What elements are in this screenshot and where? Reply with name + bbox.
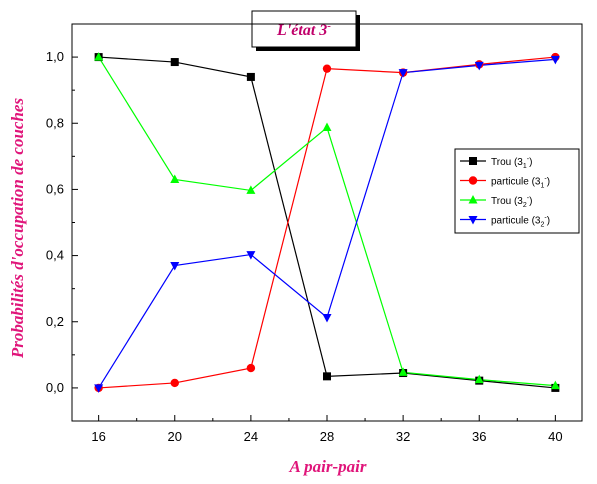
y-tick-label: 0,4 [46, 248, 64, 263]
chart-title-superscript: - [327, 20, 331, 32]
y-tick-label: 1,0 [46, 49, 64, 64]
data-point-series-4 [550, 55, 560, 65]
legend-label: Trou (31-) [491, 156, 532, 170]
chart-title-main: L'état 3 [276, 22, 327, 39]
data-point-series-3 [246, 185, 256, 194]
data-point-series-3 [170, 174, 180, 183]
y-axis-ticks: 0,0 0,2 0,4 0,6 0,8 1,0 [46, 23, 78, 422]
legend: Trou (31-) particule (31-) Trou (32-) parti… [454, 148, 580, 234]
legend-marker [468, 195, 478, 204]
data-point-series-1 [246, 72, 255, 81]
data-point-series-1 [323, 372, 331, 381]
x-axis-title: A pair-pair [289, 457, 367, 476]
data-point-series-4 [474, 61, 484, 71]
legend-marker [469, 157, 477, 165]
y-axis-title: Probabilités d'occupation de couches [8, 98, 27, 360]
data-point-series-3 [474, 374, 484, 384]
y-tick-label: 0,6 [46, 181, 64, 196]
x-tick-label: 16 [91, 429, 105, 444]
x-tick-label: 24 [244, 429, 258, 444]
data-point-series-2 [246, 363, 256, 373]
x-tick-label: 40 [548, 429, 562, 444]
data-point-series-2 [170, 378, 179, 388]
y-tick-label: 0,8 [46, 115, 64, 130]
x-tick-label: 20 [168, 429, 182, 444]
x-axis-ticks: 16 20 24 28 32 36 40 [91, 415, 563, 444]
x-tick-label: 32 [396, 429, 410, 444]
data-point-series-3 [322, 122, 332, 132]
data-point-series-3 [94, 52, 104, 61]
data-point-series-4 [170, 262, 180, 271]
data-point-series-4 [246, 251, 256, 260]
data-point-series-4 [322, 313, 332, 323]
data-point-series-4 [94, 384, 104, 393]
y-tick-label: 0,0 [46, 380, 64, 395]
legend-label: Trou (32-) [491, 195, 532, 209]
legend-marker [468, 176, 478, 185]
chart-title: L'état 3- [276, 20, 331, 39]
data-point-series-3 [550, 380, 560, 390]
chart-title-box: L'état 3- [251, 10, 360, 51]
title-box-frame [251, 10, 357, 48]
data-point-series-1 [170, 58, 179, 67]
y-tick-label: 0,2 [46, 314, 64, 329]
legend-label: particule (31-) [491, 176, 550, 190]
data-point-series-4 [398, 69, 408, 78]
series-markers [94, 52, 560, 393]
x-tick-label: 28 [320, 429, 334, 444]
x-tick-label: 36 [472, 429, 486, 444]
data-point-series-3 [398, 367, 408, 376]
legend-marker [468, 216, 478, 225]
data-point-series-2 [322, 64, 332, 73]
legend-label: particule (32-) [491, 215, 550, 229]
